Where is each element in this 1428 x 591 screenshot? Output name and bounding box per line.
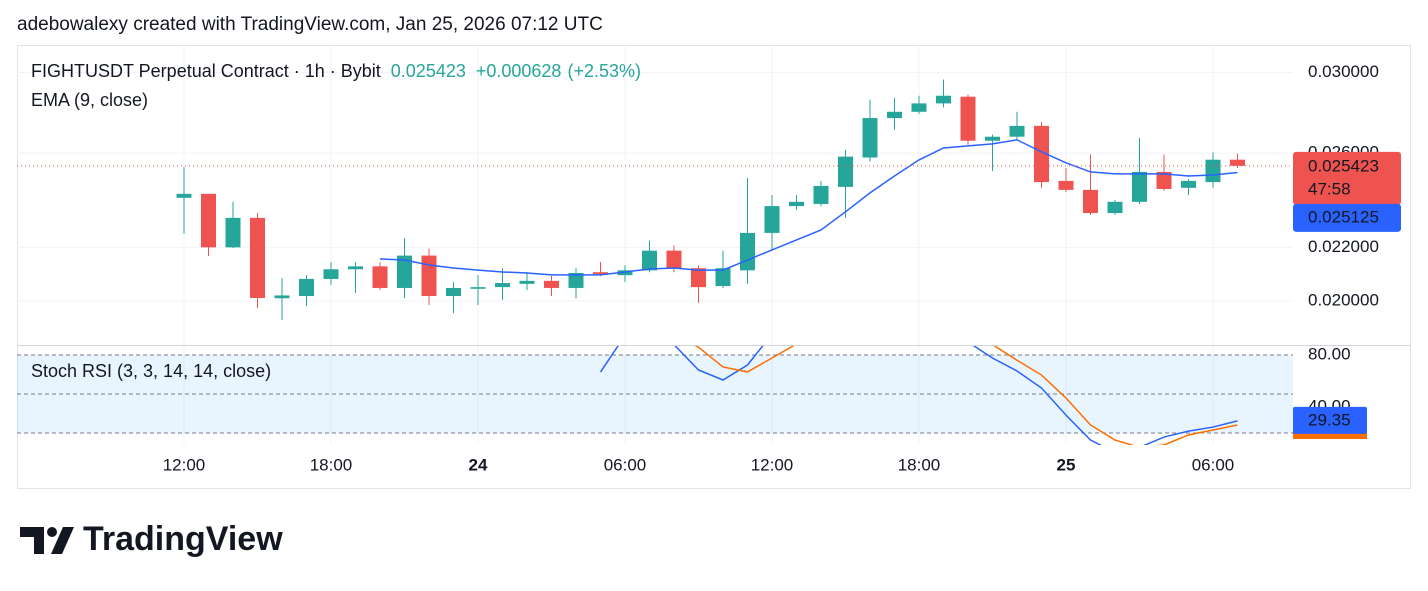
brand-name: TradingView	[83, 520, 283, 558]
candle-body	[568, 273, 584, 288]
candle-body	[1181, 180, 1196, 188]
candle-body	[936, 95, 951, 104]
x-tick-label: 12:00	[751, 455, 794, 474]
logo-mark	[51, 527, 74, 554]
candle-body	[519, 280, 535, 284]
candle-body	[397, 255, 412, 288]
candle-body	[446, 287, 461, 297]
ema-label: 0.025125	[1308, 207, 1379, 226]
candle-body	[1156, 171, 1172, 189]
candle-body	[176, 193, 192, 198]
x-tick-label: 06:00	[604, 455, 647, 474]
candle-body	[1107, 201, 1123, 214]
candle-body	[593, 272, 608, 275]
indicator-title: Stoch RSI (3, 3, 14, 14, close)	[31, 361, 271, 381]
candle-body	[348, 266, 363, 270]
candle-body	[495, 283, 510, 288]
candle-body	[960, 96, 976, 141]
candle-body	[201, 193, 216, 248]
legend: FIGHTUSDT Perpetual Contract · 1h · Bybi…	[31, 61, 641, 81]
y2-tick-label: 80.00	[1308, 344, 1351, 363]
candle-body	[740, 232, 755, 271]
x-tick-label: 25	[1057, 455, 1076, 474]
candle-body	[617, 270, 633, 276]
candle-body	[838, 156, 853, 187]
y-tick-label: 0.020000	[1308, 291, 1379, 310]
line-series	[379, 139, 1238, 276]
candle-body	[789, 201, 804, 207]
candle-body	[1230, 159, 1245, 166]
candle-body	[1083, 189, 1098, 214]
logo-mark	[47, 527, 57, 537]
price-change: +0.000628	[476, 61, 562, 81]
last-price: 0.025423	[391, 61, 466, 81]
y-tick-label: 0.030000	[1308, 62, 1379, 81]
attribution: adebowalexy created with TradingView.com…	[17, 14, 603, 35]
price-labels: 0.025423 47:58 0.025125 29.35	[1293, 151, 1401, 439]
indicator-pane	[17, 345, 1293, 445]
candle-body	[887, 111, 902, 119]
candle-body	[985, 136, 1000, 141]
x-tick-label: 24	[469, 455, 488, 474]
candle-body	[715, 268, 731, 287]
x-tick-label: 12:00	[163, 455, 206, 474]
axes: 0.0200000.0220000.0260000.03000012:0018:…	[163, 62, 1379, 474]
price-change-pct: (+2.53%)	[567, 61, 641, 81]
candle-body	[691, 268, 706, 288]
last-price-label: 0.025423	[1308, 156, 1379, 175]
candle-body	[544, 280, 559, 288]
candle-body	[862, 118, 878, 158]
candle-body	[642, 250, 657, 271]
candle-body	[813, 185, 829, 204]
indicator-label: 29.35	[1308, 410, 1351, 429]
x-tick-label: 06:00	[1192, 455, 1235, 474]
ema-label-bg	[1293, 203, 1401, 232]
candle-body	[250, 217, 265, 298]
ema-title: EMA (9, close)	[31, 90, 148, 110]
candle-body	[1058, 180, 1074, 190]
candle-body	[299, 278, 314, 297]
candle-body	[1132, 171, 1147, 202]
candle-body	[764, 206, 780, 233]
chart-frame	[17, 45, 1411, 489]
countdown-label: 47:58	[1308, 179, 1351, 198]
candle-body	[666, 250, 682, 269]
brand-logo: TradingView	[20, 520, 283, 558]
x-tick-label: 18:00	[898, 455, 941, 474]
grid	[17, 45, 1293, 445]
candle-body	[1034, 125, 1049, 183]
candle-body	[421, 255, 437, 297]
logo-mark	[20, 527, 44, 554]
candle-body	[470, 287, 486, 289]
candle-body	[1009, 125, 1025, 137]
line-series	[692, 345, 1238, 445]
y-tick-label: 0.022000	[1308, 237, 1379, 256]
candle-body	[225, 217, 241, 248]
candle-body	[911, 103, 927, 112]
candle-body	[274, 295, 290, 299]
indicator-label-bg	[1293, 406, 1367, 434]
x-tick-label: 18:00	[310, 455, 353, 474]
symbol-title: FIGHTUSDT Perpetual Contract · 1h · Bybi…	[31, 61, 381, 81]
price-pane	[17, 79, 1293, 320]
candle-body	[372, 266, 388, 288]
candle-body	[323, 269, 339, 279]
candle-body	[1205, 159, 1221, 183]
line-series	[599, 345, 1238, 445]
last-price-label-bg	[1293, 151, 1401, 205]
